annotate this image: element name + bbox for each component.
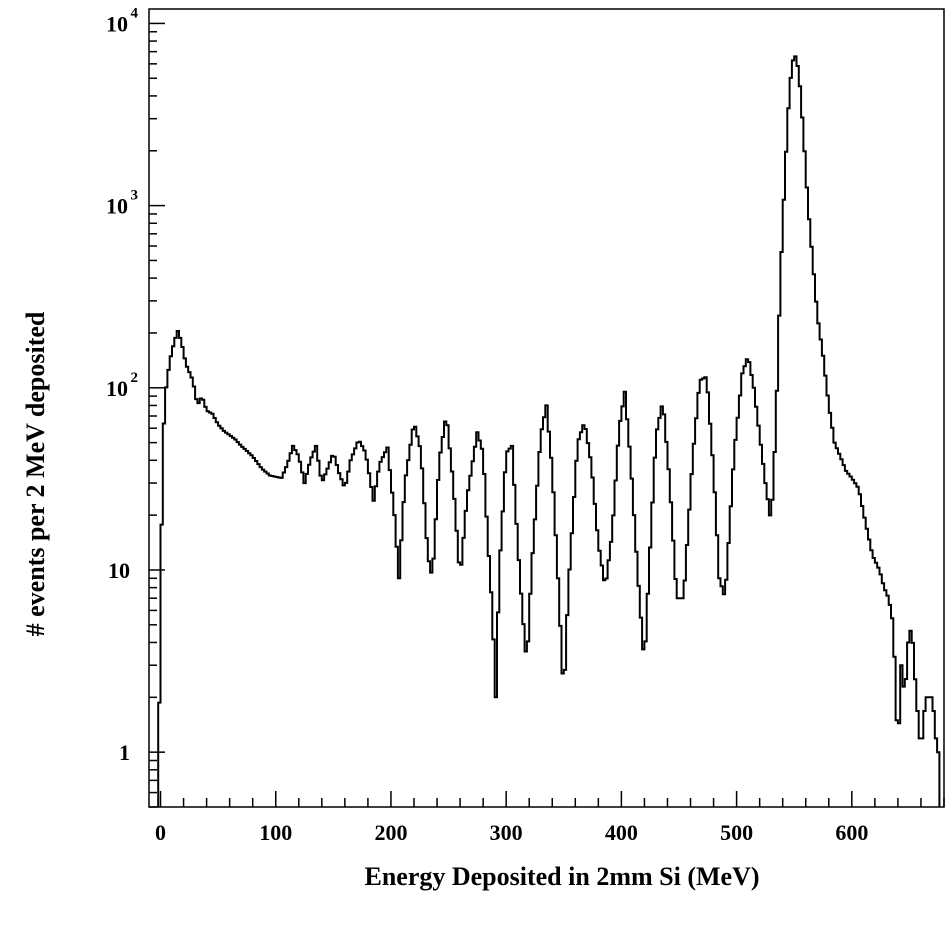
y-tick-label: 1 <box>119 740 130 765</box>
y-tick-exponent: 2 <box>131 370 139 386</box>
y-tick-label: 10 <box>106 11 128 36</box>
histogram-line <box>157 55 941 807</box>
x-tick-label: 400 <box>605 820 638 845</box>
x-tick-label: 0 <box>155 820 166 845</box>
x-tick-label: 300 <box>490 820 523 845</box>
y-tick-label: 10 <box>108 558 130 583</box>
y-tick-exponent: 3 <box>131 188 139 204</box>
y-axis-title: # events per 2 MeV deposited <box>21 311 50 636</box>
y-tick-label: 10 <box>106 194 128 219</box>
x-axis-title: Energy Deposited in 2mm Si (MeV) <box>364 862 759 891</box>
x-tick-label: 500 <box>720 820 753 845</box>
y-tick-exponent: 4 <box>131 5 139 21</box>
plot-frame <box>148 8 945 808</box>
x-tick-label: 100 <box>259 820 292 845</box>
y-tick-label: 10 <box>106 376 128 401</box>
x-tick-label: 200 <box>374 820 407 845</box>
x-tick-label: 600 <box>835 820 868 845</box>
x-axis-ticks: 0 100 200 300 400 500 600 <box>155 791 945 845</box>
